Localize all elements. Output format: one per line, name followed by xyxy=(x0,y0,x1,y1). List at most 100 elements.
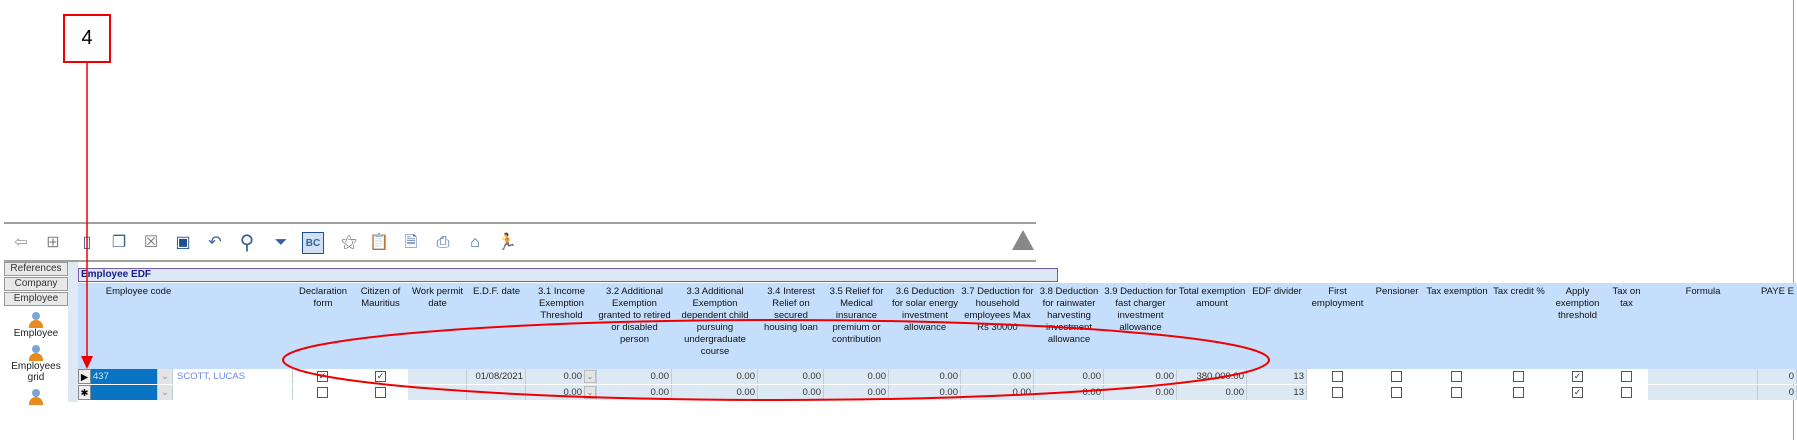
sidebar-tab-company[interactable]: Company xyxy=(4,277,68,291)
current-row-icon[interactable]: ▶ xyxy=(78,369,91,384)
tax_on_tax-checkbox[interactable] xyxy=(1621,371,1632,382)
delete-icon[interactable]: ☒ xyxy=(143,234,159,251)
sidebar-item-employees-grid[interactable]: Employees grid xyxy=(4,345,68,383)
chevron-down-icon[interactable]: ⌄ xyxy=(158,369,173,384)
tax_exempt-checkbox[interactable] xyxy=(1451,387,1462,398)
column-header[interactable]: First employment xyxy=(1311,286,1364,309)
column-header[interactable]: 3.9 Deduction for fast charger investmen… xyxy=(1104,286,1177,333)
tax_credit-cell xyxy=(1488,385,1550,400)
chevron-down-icon[interactable]: ⌄ xyxy=(584,386,596,399)
sidebar-tab-employee[interactable]: Employee xyxy=(4,292,68,306)
arrow-head-icon xyxy=(81,356,93,369)
warning-icon[interactable] xyxy=(1012,230,1034,250)
v33-field[interactable]: 0.00 xyxy=(672,385,758,400)
home-icon[interactable]: ⌂ xyxy=(470,234,480,251)
window-edge xyxy=(1793,0,1794,440)
chevron-down-icon[interactable]: ⌄ xyxy=(584,370,596,383)
apply-cell: ✓ xyxy=(1550,385,1605,400)
v37-field[interactable]: 0.00 xyxy=(961,369,1034,384)
apply-checkbox[interactable]: ✓ xyxy=(1572,371,1583,382)
sidebar-item-employee[interactable]: Employee xyxy=(4,312,68,339)
declaration-checkbox[interactable] xyxy=(317,387,328,398)
column-header[interactable]: Tax exemption xyxy=(1426,286,1488,297)
tax_on_tax-checkbox[interactable] xyxy=(1621,387,1632,398)
table-row[interactable]: ✱ ⌄ 0.00 ⌄ 0.00 0.00 0.00 0.00 0.00 0.00 0.00 0.00 0… xyxy=(78,385,1797,400)
column-header[interactable]: Tax on tax xyxy=(1612,286,1641,309)
apply-cell: ✓ xyxy=(1550,369,1605,384)
column-header[interactable]: EDF divider xyxy=(1252,286,1302,297)
employee-code-field[interactable]: 437 xyxy=(91,369,158,384)
v34-field[interactable]: 0.00 xyxy=(758,369,824,384)
divider-field[interactable]: 13 xyxy=(1247,385,1307,400)
divider-field[interactable]: 13 xyxy=(1247,369,1307,384)
v36-field[interactable]: 0.00 xyxy=(889,369,961,384)
v35-field[interactable]: 0.00 xyxy=(824,385,889,400)
edf_date-field[interactable]: 01/08/2021 xyxy=(467,369,526,384)
work_permit-field[interactable] xyxy=(408,369,467,384)
copy-icon[interactable]: ❐ xyxy=(111,234,127,251)
v38-field[interactable]: 0.00 xyxy=(1034,369,1104,384)
pensioner-checkbox[interactable] xyxy=(1391,387,1402,398)
total-field[interactable]: 0.00 xyxy=(1177,385,1247,400)
first-checkbox[interactable] xyxy=(1332,371,1343,382)
tax_credit-checkbox[interactable] xyxy=(1513,387,1524,398)
back-icon[interactable]: ⇦ xyxy=(14,234,28,251)
sidebar-tab-references[interactable]: References xyxy=(4,262,68,276)
v39-field[interactable]: 0.00 xyxy=(1104,369,1177,384)
column-header[interactable]: 3.5 Relief for Medical insurance premium… xyxy=(829,286,884,345)
print-icon[interactable]: ⎙ xyxy=(436,234,450,251)
column-header[interactable]: Citizen of Mauritius xyxy=(360,286,401,309)
column-header[interactable]: 3.2 Additional Exemption granted to reti… xyxy=(598,286,671,345)
person-icon xyxy=(29,389,43,405)
new-row-icon[interactable]: ✱ xyxy=(78,385,91,400)
declaration-cell xyxy=(293,385,353,400)
tree-icon[interactable]: ⊞ xyxy=(46,234,60,251)
apply-checkbox[interactable]: ✓ xyxy=(1572,387,1583,398)
column-header[interactable]: Pensioner xyxy=(1375,286,1419,297)
clipboard-icon[interactable]: 📋 xyxy=(369,234,389,251)
column-header[interactable]: 3.7 Deduction for household employees Ma… xyxy=(961,286,1034,333)
filter-icon[interactable]: ⏷ xyxy=(274,234,288,251)
citizen-checkbox[interactable] xyxy=(375,387,386,398)
sidebar-item-3[interactable] xyxy=(4,389,68,405)
column-header[interactable]: 3.1 Income Exemption Threshold xyxy=(538,286,585,321)
employee-code-field[interactable] xyxy=(91,385,158,400)
column-header[interactable]: 3.4 Interest Relief on secured housing l… xyxy=(764,286,818,333)
v31-field[interactable]: 0.00 xyxy=(526,369,597,384)
v34-field[interactable]: 0.00 xyxy=(758,385,824,400)
preview-icon[interactable]: 🗎 xyxy=(404,234,418,251)
column-header[interactable]: E.D.F. date xyxy=(473,286,520,297)
v35-field[interactable]: 0.00 xyxy=(824,369,889,384)
column-header[interactable]: PAYE E xyxy=(1761,286,1794,297)
v32-field[interactable]: 0.00 xyxy=(597,385,672,400)
pensioner-checkbox[interactable] xyxy=(1391,371,1402,382)
column-header[interactable]: Declaration form xyxy=(298,286,348,309)
sort-icon[interactable]: BC xyxy=(302,232,324,254)
column-header[interactable]: Tax credit % xyxy=(1493,286,1545,297)
column-header[interactable]: Work permit date xyxy=(411,286,464,309)
v33-field[interactable]: 0.00 xyxy=(672,369,758,384)
search-icon[interactable]: ⚲ xyxy=(239,232,255,254)
column-header[interactable]: Employee code xyxy=(105,286,172,297)
save-icon[interactable]: ▣ xyxy=(175,234,191,251)
column-header[interactable]: 3.6 Deduction for solar energy investmen… xyxy=(891,286,958,333)
wand-icon[interactable]: ⚝ xyxy=(341,234,357,251)
splitter[interactable] xyxy=(68,262,78,402)
tax_exempt-checkbox[interactable] xyxy=(1451,371,1462,382)
column-header[interactable]: 3.3 Additional Exemption dependent child… xyxy=(681,286,749,357)
v32-field[interactable]: 0.00 xyxy=(597,369,672,384)
formula-field[interactable] xyxy=(1648,369,1758,384)
undo-icon[interactable]: ↶ xyxy=(208,234,222,251)
column-header[interactable]: Total exemption amount xyxy=(1178,286,1246,309)
annotation-label: 4 xyxy=(63,14,111,63)
run-icon[interactable]: 🏃 xyxy=(497,234,517,251)
v36-field[interactable]: 0.00 xyxy=(889,385,961,400)
column-header[interactable]: Apply exemption threshold xyxy=(1555,286,1600,321)
citizen-checkbox[interactable]: ✓ xyxy=(375,371,386,382)
column-header[interactable]: Formula xyxy=(1685,286,1721,297)
chevron-down-icon[interactable]: ⌄ xyxy=(158,385,173,400)
pensioner-cell xyxy=(1368,385,1426,400)
tax_credit-checkbox[interactable] xyxy=(1513,371,1524,382)
formula-field[interactable] xyxy=(1648,385,1758,400)
first-checkbox[interactable] xyxy=(1332,387,1343,398)
